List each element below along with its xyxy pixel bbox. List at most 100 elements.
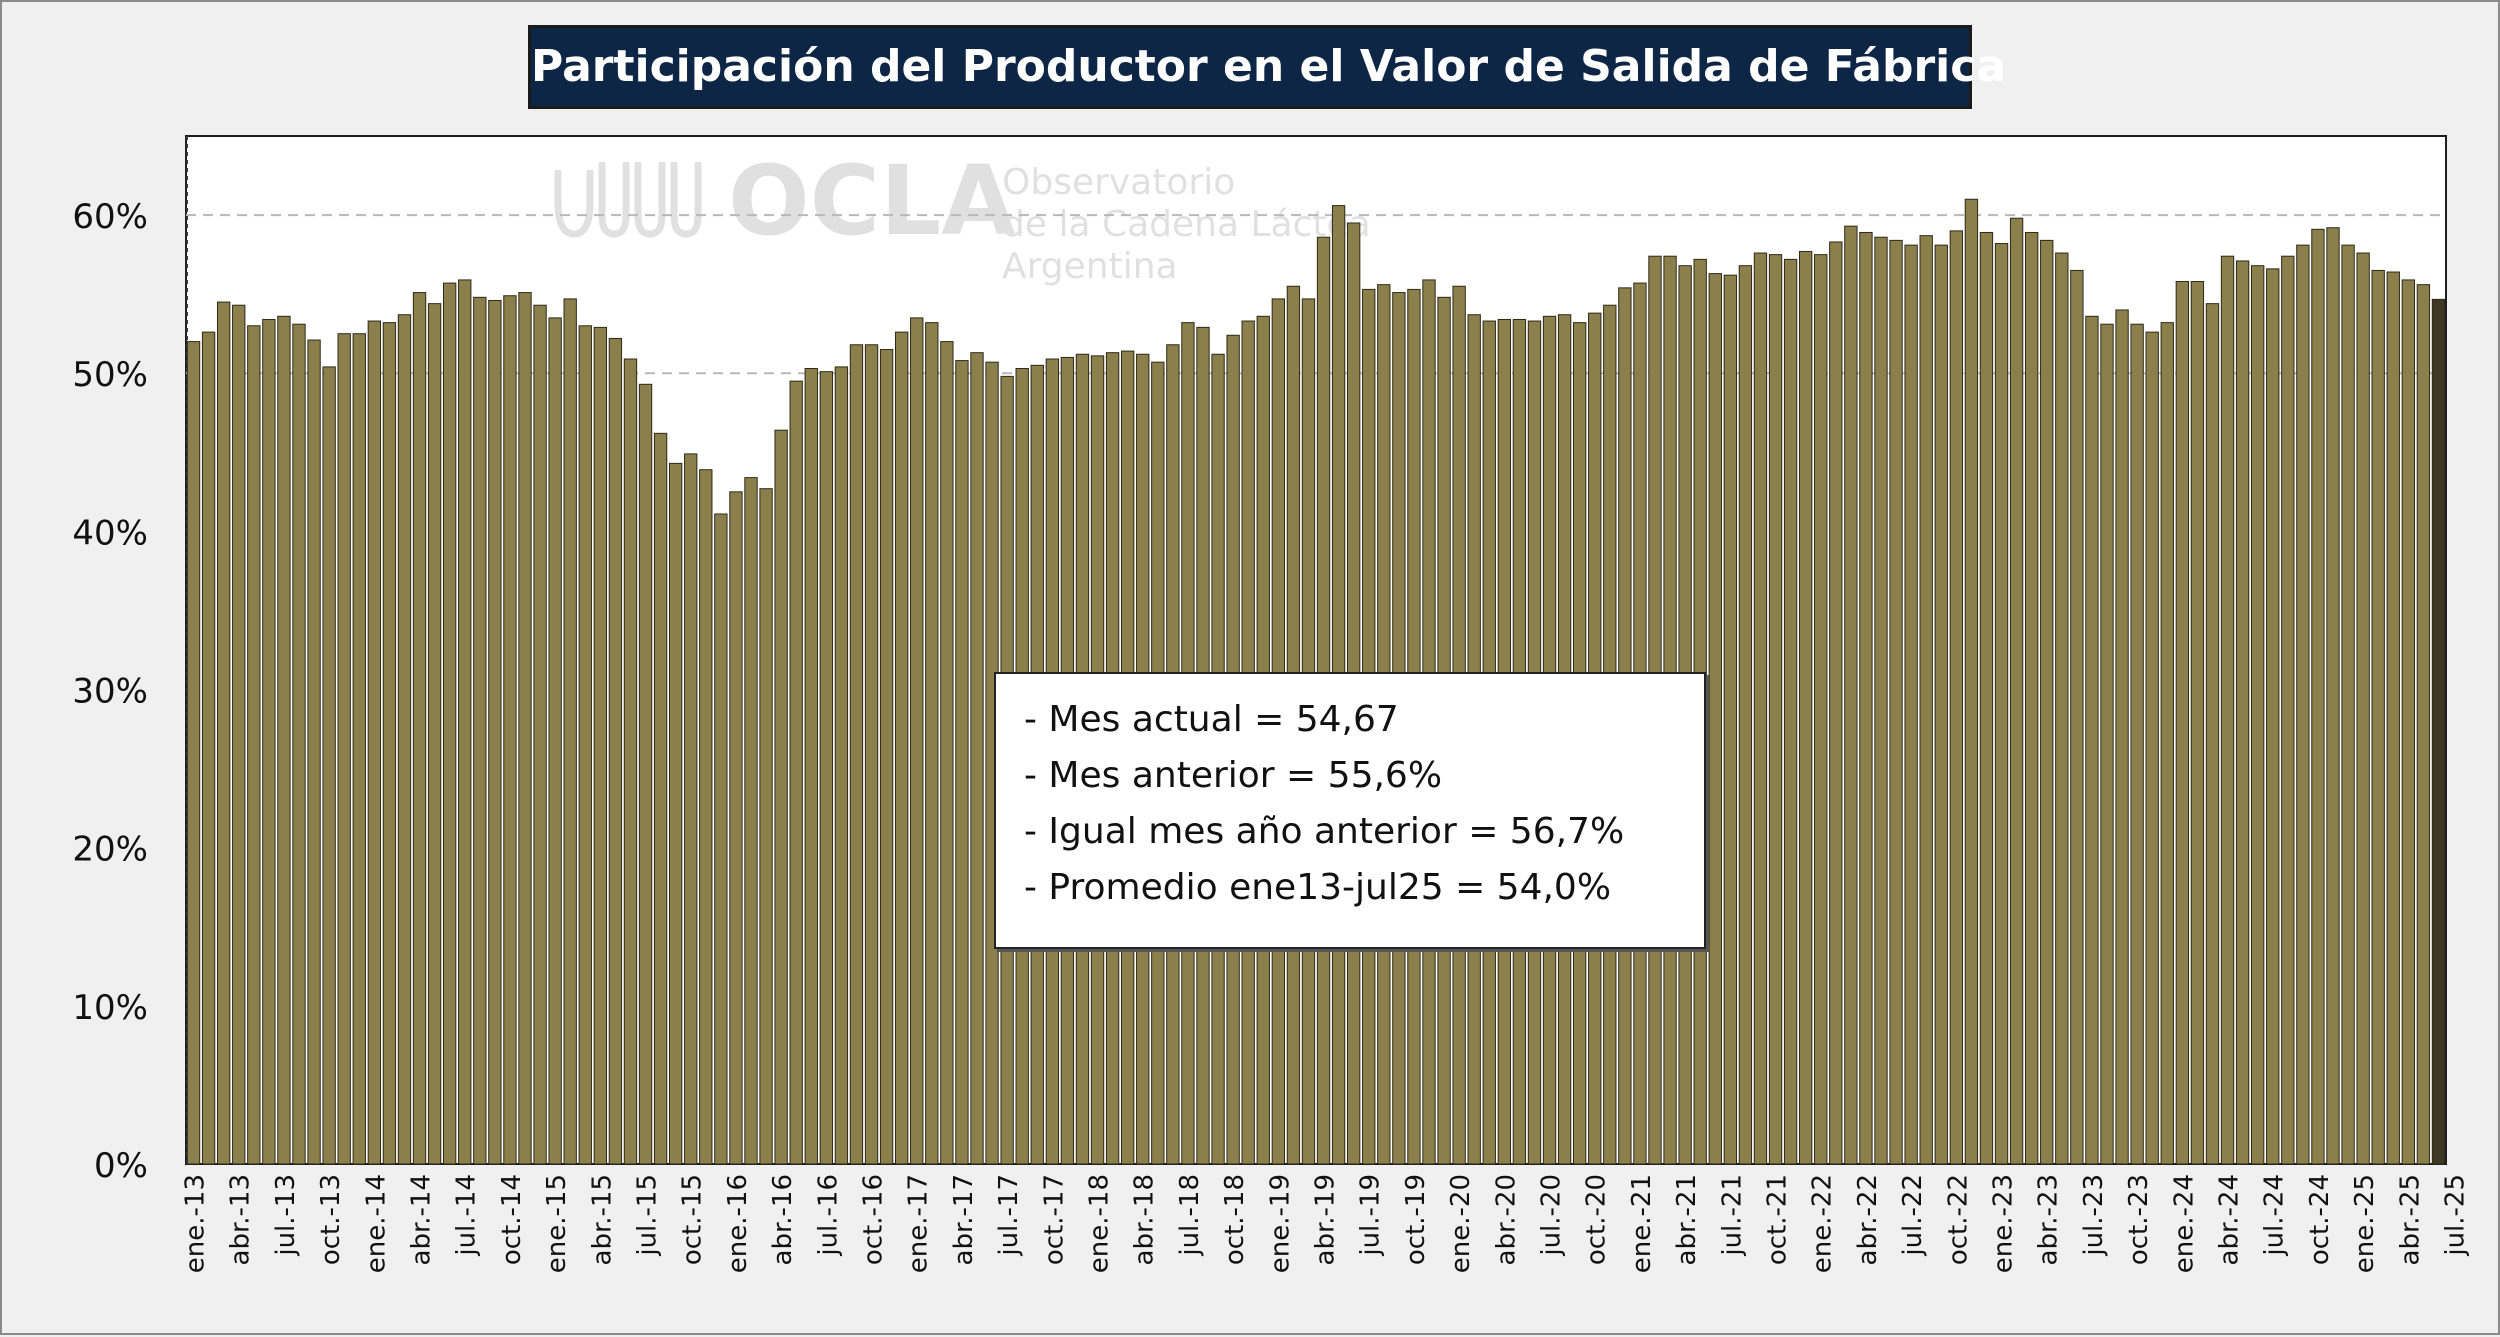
y-tick-label: 0% [94, 1146, 148, 1186]
bar-126 [2085, 315, 2099, 1165]
x-tick-label: ene.-15 [542, 1174, 572, 1273]
bar-133 [2190, 281, 2205, 1165]
bar-132 [2175, 281, 2190, 1165]
x-tick-label: jul.-13 [271, 1174, 301, 1257]
x-tick-label: jul.-19 [1356, 1174, 1386, 1257]
bar-40 [789, 380, 803, 1165]
bar-130 [2145, 331, 2159, 1165]
x-tick-label: abr.-17 [949, 1174, 979, 1265]
bar-38 [759, 488, 773, 1165]
bar-124 [2055, 252, 2069, 1165]
x-tick-label: abr.-15 [587, 1174, 617, 1265]
bar-29 [623, 358, 638, 1165]
bar-122 [2024, 231, 2039, 1165]
bar-120 [1994, 243, 2009, 1165]
summary-previous-month: - Mes anterior = 55,6% [1024, 755, 1443, 796]
x-tick-label: abr.-24 [2215, 1174, 2245, 1265]
x-tick-label: ene.-18 [1085, 1174, 1115, 1273]
bar-2 [216, 301, 231, 1165]
x-tick-label: oct.-13 [316, 1174, 346, 1265]
summary-average: - Promedio ene13-jul25 = 54,0% [1024, 867, 1612, 908]
bar-146 [2386, 271, 2400, 1165]
x-tick-label: ene.-16 [723, 1174, 753, 1273]
bar-110 [1844, 225, 1858, 1165]
x-tick-label: ene.-24 [2169, 1174, 2199, 1273]
x-tick-label: ene.-19 [1265, 1174, 1295, 1273]
bar-137 [2250, 265, 2265, 1165]
bar-136 [2235, 260, 2250, 1165]
x-tick-label: abr.-19 [1311, 1174, 1341, 1265]
x-tick-label: abr.-20 [1491, 1174, 1521, 1265]
bar-36 [729, 491, 743, 1165]
x-tick-label: jul.-22 [1898, 1174, 1928, 1257]
bar-42 [819, 371, 834, 1165]
bar-127 [2100, 323, 2114, 1165]
bar-37 [744, 477, 758, 1165]
x-tick-label: ene.-23 [1989, 1174, 2019, 1273]
bar-123 [2040, 239, 2054, 1165]
x-tick-label: oct.-18 [1220, 1174, 1250, 1265]
x-tick-label: jul.-14 [452, 1174, 482, 1257]
bar-108 [1814, 254, 1828, 1165]
x-tick-label: jul.-17 [994, 1174, 1024, 1257]
bar-139 [2281, 255, 2295, 1165]
chart-title: Participación del Productor en el Valor … [528, 25, 2006, 109]
x-tick-label: ene.-13 [181, 1174, 211, 1273]
x-tick-label: ene.-14 [361, 1174, 391, 1273]
bar-106 [1783, 258, 1798, 1165]
x-tick-label: jul.-16 [813, 1174, 843, 1257]
bar-16 [427, 303, 442, 1165]
bar-148 [2416, 284, 2431, 1165]
bar-25 [563, 298, 577, 1165]
bar-0 [186, 341, 201, 1165]
x-tick-label: abr.-18 [1130, 1174, 1160, 1265]
x-tick-label: jul.-23 [2079, 1174, 2109, 1257]
bar-145 [2371, 269, 2385, 1165]
bar-35 [714, 513, 728, 1165]
bar-27 [593, 326, 608, 1165]
bar-32 [668, 462, 683, 1165]
bar-52 [970, 352, 984, 1165]
x-tick-label: ene.-22 [1808, 1174, 1838, 1273]
bar-51 [955, 360, 969, 1165]
bar-33 [684, 453, 698, 1165]
x-tick-label: oct.-21 [1763, 1174, 1793, 1265]
bar-102 [1723, 274, 1738, 1165]
bar-39 [774, 429, 788, 1165]
bar-115 [1919, 235, 1933, 1165]
bar-14 [397, 314, 412, 1165]
bar-4 [247, 325, 261, 1165]
x-tick-label: ene.-21 [1627, 1174, 1657, 1273]
bar-18 [458, 279, 472, 1165]
bar-44 [849, 344, 864, 1165]
bar-149 [2431, 298, 2446, 1165]
x-tick-label: abr.-13 [226, 1174, 256, 1265]
bar-20 [488, 299, 502, 1165]
x-tick-label: oct.-19 [1401, 1174, 1431, 1265]
bar-13 [382, 322, 397, 1165]
x-tick-label: abr.-21 [1672, 1174, 1702, 1265]
bar-28 [608, 337, 623, 1165]
bar-114 [1904, 244, 1918, 1165]
bar-107 [1798, 250, 1813, 1165]
bar-24 [548, 317, 562, 1165]
x-tick-label: abr.-23 [2034, 1174, 2064, 1265]
bar-138 [2266, 268, 2280, 1165]
y-axis-ticks: 0% 10% 20% 30% 40% 50% 60% [72, 197, 148, 1186]
bar-112 [1874, 236, 1888, 1165]
bar-23 [533, 304, 547, 1165]
watermark-logo-text: OCLA [728, 145, 1016, 257]
bar-9 [322, 366, 336, 1165]
bar-31 [653, 432, 668, 1165]
bar-17 [442, 282, 457, 1165]
watermark-line-2: de la Cadena Láctea [1002, 204, 1371, 245]
bar-135 [2220, 255, 2235, 1165]
bar-47 [894, 331, 909, 1165]
y-tick-label: 40% [72, 513, 148, 553]
bar-101 [1708, 273, 1722, 1165]
bar-103 [1738, 265, 1753, 1165]
bar-7 [292, 323, 306, 1165]
bar-5 [262, 318, 276, 1165]
summary-same-month-last-year: - Igual mes año anterior = 56,7% [1024, 811, 1625, 852]
